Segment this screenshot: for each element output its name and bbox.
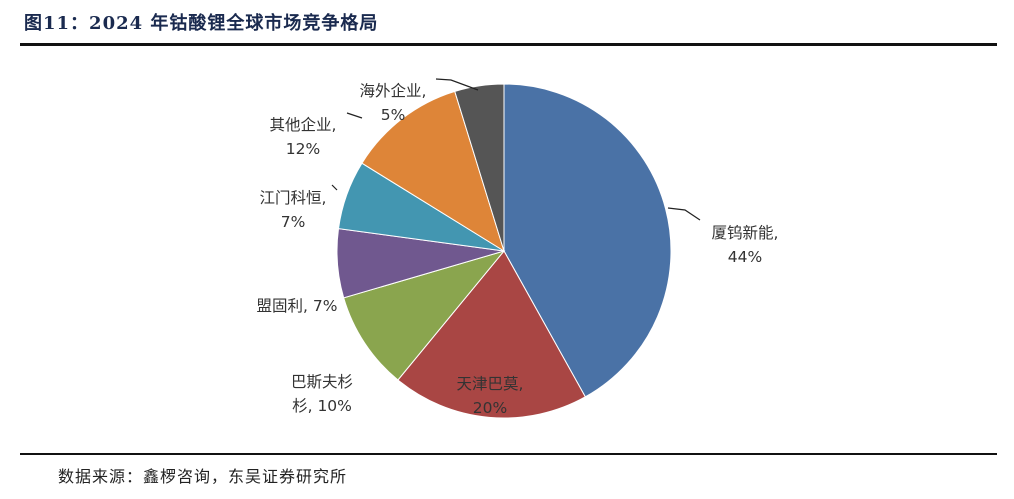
pie-slice-1 xyxy=(397,250,587,419)
leader-line-6 xyxy=(435,78,479,91)
slice-label-0: 厦钨新能, 44% xyxy=(712,224,779,266)
slice-label-2: 巴斯夫杉杉, 10% xyxy=(291,373,353,415)
pie-slice-5 xyxy=(361,90,505,253)
slice-label-5: 其他企业, 12% xyxy=(270,116,337,158)
leader-line-4 xyxy=(331,184,338,191)
pie-slice-0 xyxy=(503,83,672,398)
pie-slice-2 xyxy=(343,250,506,381)
leader-line-5 xyxy=(346,112,363,119)
top-rule xyxy=(20,43,997,46)
slice-label-6: 海外企业, 5% xyxy=(360,82,427,124)
figure-title: 图11：2024 年钴酸锂全球市场竞争格局 xyxy=(24,13,379,34)
slice-label-1: 天津巴莫, 20% xyxy=(457,375,524,417)
pie-slice-6 xyxy=(454,83,505,252)
source-note: 数据来源：鑫椤咨询，东吴证券研究所 xyxy=(58,467,348,486)
bottom-rule xyxy=(20,453,997,455)
slice-label-3: 盟固利, 7% xyxy=(257,297,338,315)
slice-label-4: 江门科恒, 7% xyxy=(260,189,327,231)
leader-line-0 xyxy=(667,207,701,221)
